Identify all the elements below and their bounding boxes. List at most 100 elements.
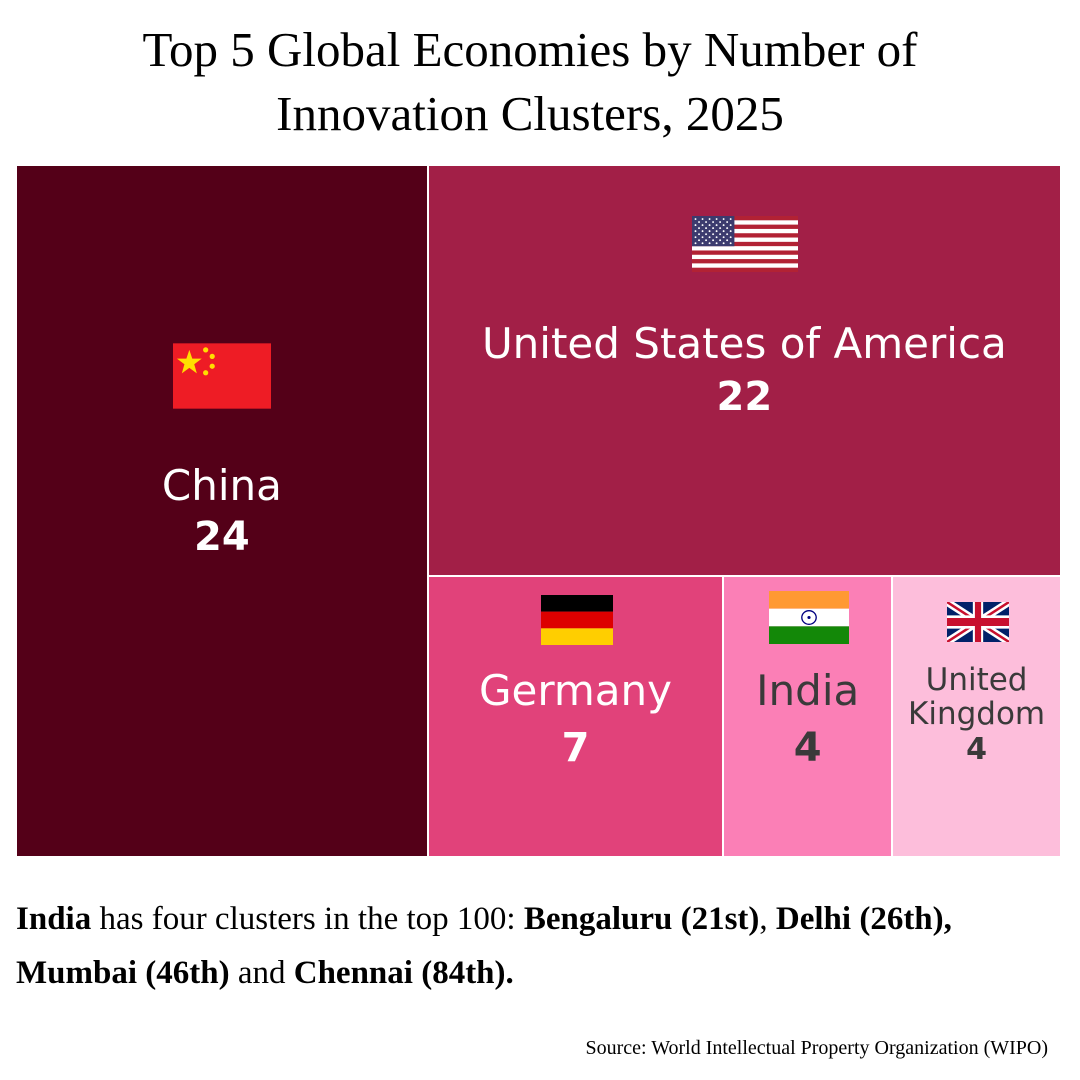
china-flag-small-star (209, 363, 216, 369)
tile-value-india: 4 (793, 725, 822, 772)
china-flag-small-star (203, 370, 209, 376)
usa-flag-star (694, 224, 697, 227)
usa-flag-star (712, 233, 715, 236)
caption-and: and (229, 955, 294, 991)
usa-flag-stripe (692, 216, 799, 221)
usa-flag-star (701, 224, 704, 227)
usa-flag-canton (692, 216, 735, 247)
uk-flag-icon (946, 602, 1009, 643)
usa-flag-star (694, 236, 697, 239)
usa-flag-star (698, 239, 701, 242)
usa-flag-star (723, 230, 725, 233)
usa-flag-star (694, 218, 697, 220)
tile-label-germany: Germany (478, 666, 673, 716)
germany-flag-icon (540, 595, 613, 646)
usa-flag-stripe (692, 259, 799, 264)
india-flag-chakra (800, 610, 817, 626)
caption-chennai: Chennai (84th). (293, 955, 514, 991)
tile-usa: United States of America 22 (428, 166, 1060, 576)
usa-flag-star (719, 233, 722, 236)
usa-flag-star (719, 227, 722, 230)
tile-label-usa: United States of America (481, 319, 1007, 368)
china-flag-big-star (177, 349, 203, 374)
india-flag-green (768, 626, 849, 645)
usa-flag-star (708, 224, 711, 227)
usa-flag-star (716, 242, 718, 245)
caption: India has four clusters in the top 100: … (16, 892, 1056, 1000)
usa-flag-star (701, 236, 704, 239)
usa-flag-star (694, 242, 697, 245)
usa-flag-star (712, 221, 715, 223)
usa-flag-star (712, 239, 715, 242)
usa-flag-star (705, 221, 708, 223)
usa-flag-star (701, 218, 704, 220)
usa-flag-star (726, 239, 729, 242)
usa-flag-star (726, 221, 729, 223)
chart-title-line-1: Top 5 Global Economies by Number of (142, 22, 918, 77)
tile-value-china: 24 (194, 514, 250, 560)
usa-flag-star (705, 227, 708, 230)
usa-flag-stripe (692, 267, 799, 272)
tile-label-uk-line-2: Kingdom (908, 696, 1046, 733)
tile-label-uk-line-1: United (925, 662, 1028, 699)
usa-flag-star (698, 233, 701, 236)
tile-label-uk: United Kingdom (893, 663, 1060, 731)
germany-flag-black (540, 595, 613, 612)
usa-flag-star (708, 242, 711, 245)
uk-flag-cross-red (946, 602, 1009, 643)
usa-flag-star (701, 230, 704, 233)
usa-flag-star (698, 227, 701, 230)
china-flag-icon (173, 343, 272, 409)
caption-delhi-mumbai: Delhi (26th), Mumbai (46th) (16, 901, 952, 991)
usa-flag-star (723, 242, 725, 245)
usa-flag-star (730, 224, 732, 227)
usa-flag-star (705, 239, 708, 242)
usa-flag-star (716, 230, 718, 233)
usa-flag-star (694, 230, 697, 233)
tile-value-germany: 7 (561, 725, 590, 772)
usa-flag-star (705, 233, 708, 236)
india-flag-icon (768, 591, 849, 645)
usa-flag-star (719, 239, 722, 242)
caption-india: India (16, 901, 92, 937)
usa-flag-star (698, 221, 701, 223)
china-flag-small-star (203, 347, 209, 353)
india-flag-chakra-hub (807, 616, 811, 620)
usa-flag-star (730, 242, 732, 245)
tile-germany: Germany 7 (428, 577, 723, 856)
caption-bengaluru: Bengaluru (21st) (523, 901, 760, 937)
usa-flag-stripe (692, 233, 799, 238)
china-flag-small-star (209, 353, 216, 360)
usa-flag-stripes (692, 216, 799, 272)
tile-uk: United Kingdom 4 (893, 577, 1060, 856)
usa-flag-star (730, 236, 732, 239)
usa-flag-star (723, 218, 725, 220)
caption-text: has four clusters in the top 100: (91, 901, 524, 937)
usa-flag-icon (692, 216, 799, 272)
india-flag-saffron (768, 591, 849, 609)
usa-flag-stars (694, 218, 732, 245)
usa-flag-stripe (692, 241, 799, 247)
usa-flag-star (730, 230, 732, 233)
usa-flag-star (723, 224, 725, 227)
caption-comma: , (759, 901, 776, 937)
germany-flag-red (540, 611, 613, 629)
tile-value-usa: 22 (716, 374, 773, 420)
usa-flag-star (719, 221, 722, 223)
usa-flag-star (726, 227, 729, 230)
tile-label-india: India (756, 666, 860, 716)
usa-flag-star (708, 230, 711, 233)
usa-flag-star (712, 227, 715, 230)
usa-flag-star (701, 242, 704, 245)
tile-india: India 4 (724, 577, 892, 856)
usa-flag-stripe (692, 250, 799, 255)
treemap: China 24 United States of America 22 Ger… (17, 166, 1061, 856)
usa-flag-star (723, 236, 725, 239)
chart-title: Top 5 Global Economies by Number of Inno… (0, 18, 1060, 146)
source-note: Source: World Intellectual Property Orga… (585, 1037, 1048, 1059)
usa-flag-stripe (692, 224, 799, 229)
usa-flag-star (708, 236, 711, 239)
usa-flag-star (716, 218, 718, 220)
tile-china: China 24 (17, 166, 427, 856)
chart-title-line-2: Innovation Clusters, 2025 (276, 86, 784, 141)
